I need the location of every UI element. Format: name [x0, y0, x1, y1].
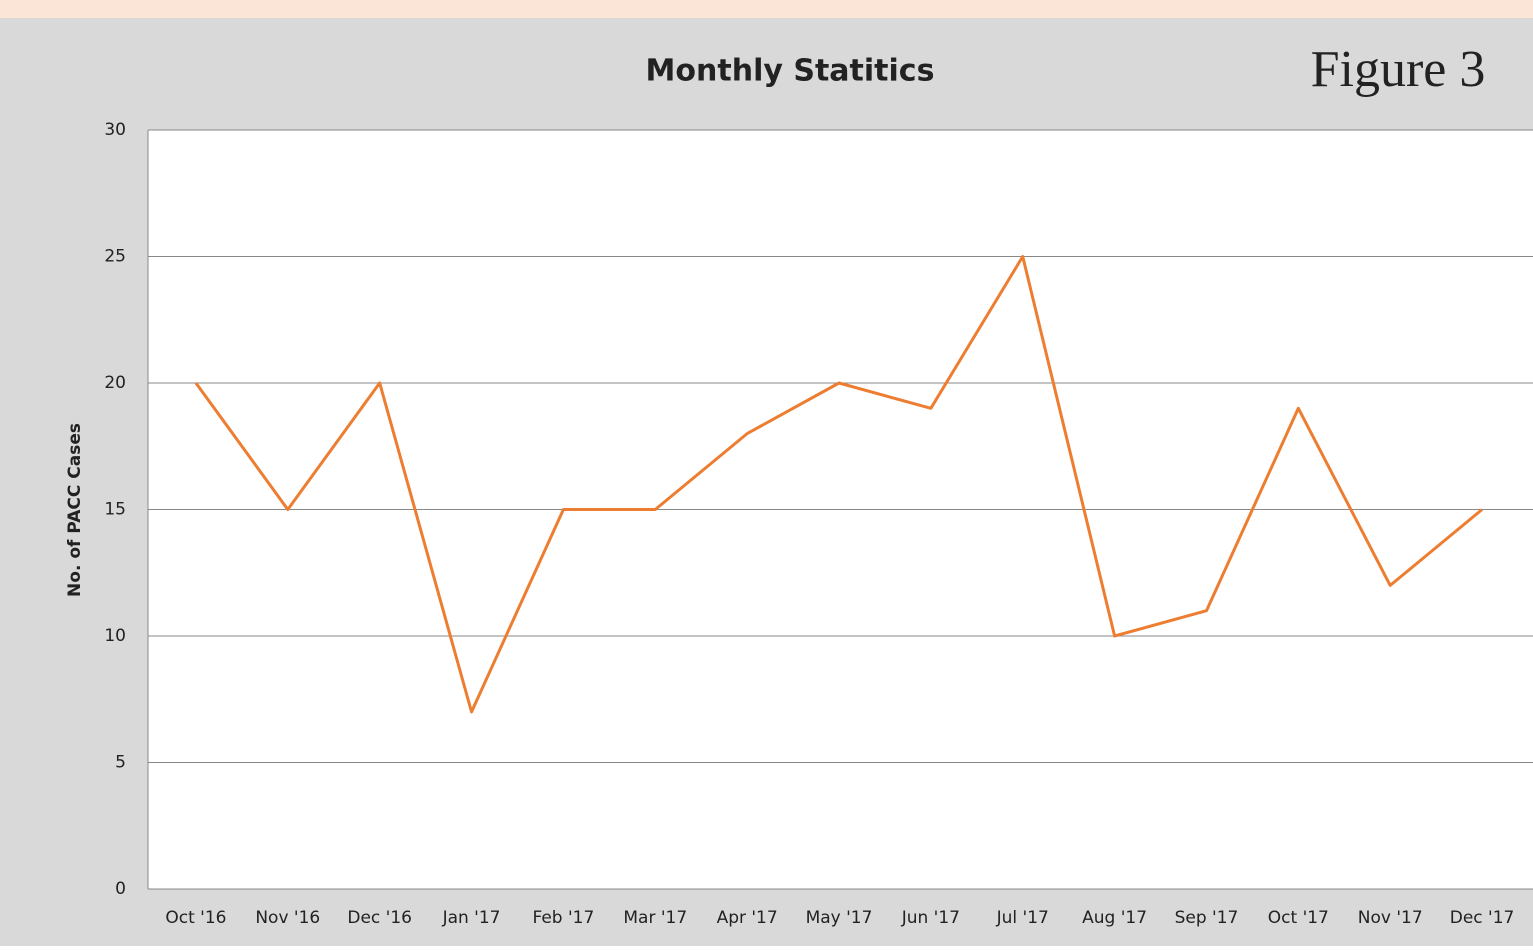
x-tick-label: Oct '16: [165, 908, 226, 928]
y-axis-label: No. of PACC Cases: [65, 423, 85, 597]
y-tick-label: 10: [104, 626, 126, 646]
x-tick-label: May '17: [806, 908, 873, 928]
x-tick-label: Mar '17: [623, 908, 687, 928]
x-tick-label: Dec '16: [347, 908, 412, 928]
y-tick-label: 25: [104, 247, 126, 267]
chart-title: Monthly Statitics: [646, 54, 935, 89]
x-tick-label: Jun '17: [901, 908, 960, 928]
header-band: [0, 0, 1533, 18]
x-tick-label: Oct '17: [1268, 908, 1329, 928]
y-tick-label: 15: [104, 500, 126, 520]
y-tick-label: 30: [104, 120, 126, 140]
line-series: [194, 255, 1484, 714]
x-tick-label: Aug '17: [1082, 908, 1147, 928]
x-tick-label: Dec '17: [1450, 908, 1515, 928]
x-tick-label: Nov '16: [255, 908, 320, 928]
figure-label: Figure 3: [1311, 41, 1486, 98]
y-tick-label: 20: [104, 373, 126, 393]
y-tick-label: 5: [115, 753, 126, 773]
y-tick-label: 0: [115, 879, 126, 899]
x-tick-label: Feb '17: [532, 908, 594, 928]
x-tick-label: Jul '17: [996, 908, 1049, 928]
x-tick-label: Sep '17: [1175, 908, 1239, 928]
x-tick-label: Jan '17: [442, 908, 501, 928]
x-tick-label: Nov '17: [1358, 908, 1423, 928]
x-tick-label: Apr '17: [717, 908, 778, 928]
